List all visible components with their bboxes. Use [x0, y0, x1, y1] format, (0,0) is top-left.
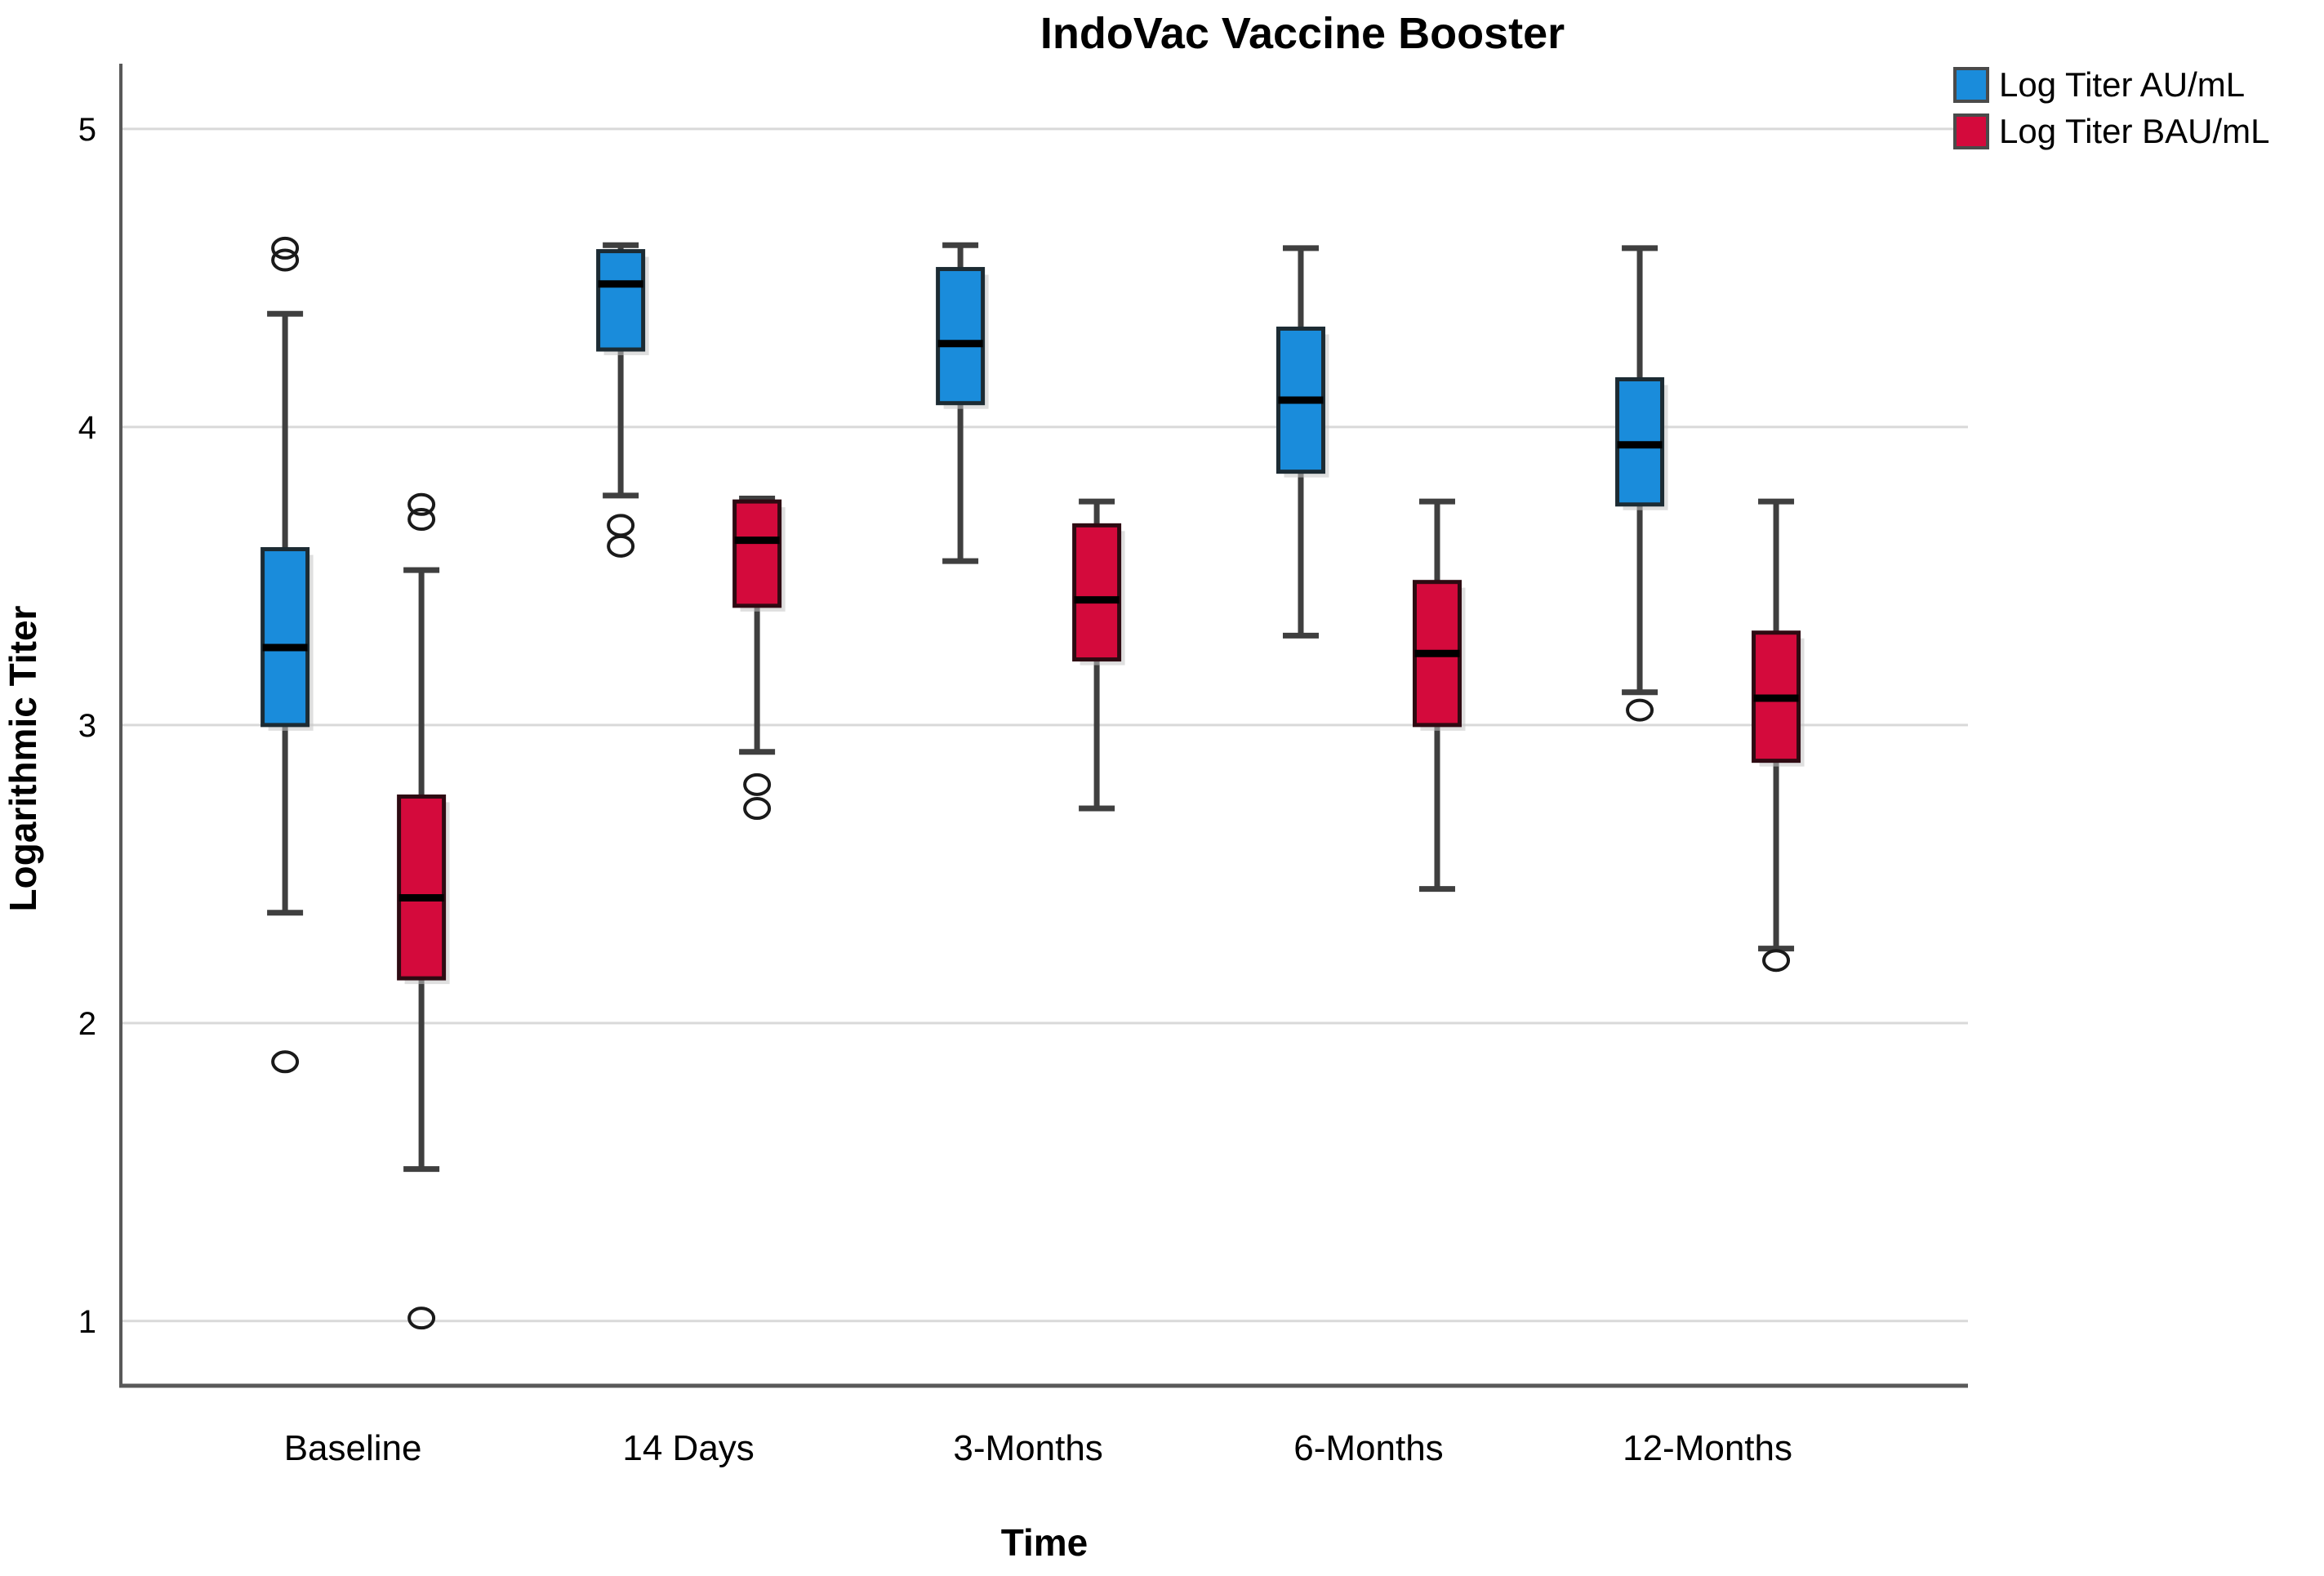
y-tick-label: 2 [78, 1006, 96, 1042]
x-category-label: 12-Months [1623, 1428, 1792, 1468]
chart-title: IndoVac Vaccine Booster [1040, 9, 1565, 58]
y-tick-label: 3 [78, 708, 96, 744]
y-tick-label: 4 [78, 410, 96, 446]
legend-item-au: Log Titer AU/mL [1953, 65, 2269, 105]
box-log-titer-bau-ml [397, 794, 447, 981]
outlier-point [743, 772, 772, 796]
outlier-point [407, 492, 436, 516]
outlier-point [271, 248, 300, 272]
legend-label-au: Log Titer AU/mL [1999, 65, 2246, 104]
outlier-point [607, 514, 635, 537]
legend-label-bau: Log Titer BAU/mL [1999, 112, 2270, 150]
box-log-titer-au-ml [596, 249, 646, 352]
box-log-titer-bau-ml [732, 499, 782, 608]
outlier-point [607, 534, 635, 558]
legend: Log Titer AU/mL Log Titer BAU/mL [1953, 65, 2269, 151]
outlier-point [1762, 949, 1791, 973]
box-log-titer-bau-ml [1072, 523, 1122, 662]
box-log-titer-au-ml [936, 266, 986, 406]
y-tick-label: 5 [78, 112, 96, 148]
x-axis-title: Time [1000, 1521, 1089, 1564]
x-category-label: 6-Months [1293, 1428, 1443, 1468]
legend-item-bau: Log Titer BAU/mL [1953, 112, 2269, 151]
legend-swatch-bau-icon [1953, 114, 1989, 149]
legend-swatch-au-icon [1953, 67, 1989, 103]
y-tick-label: 1 [78, 1304, 96, 1340]
outlier-point [1626, 698, 1654, 722]
x-category-label: Baseline [284, 1428, 422, 1468]
x-category-label: 3-Months [953, 1428, 1102, 1468]
box-log-titer-au-ml [260, 547, 310, 728]
outlier-point [743, 797, 772, 821]
outlier-point [271, 1050, 300, 1074]
y-axis-title: Logarithmic Titer [2, 605, 44, 912]
outlier-point [271, 236, 300, 260]
x-category-label: 14 Days [622, 1428, 754, 1468]
outlier-point [407, 1307, 436, 1330]
outlier-point [407, 508, 436, 532]
